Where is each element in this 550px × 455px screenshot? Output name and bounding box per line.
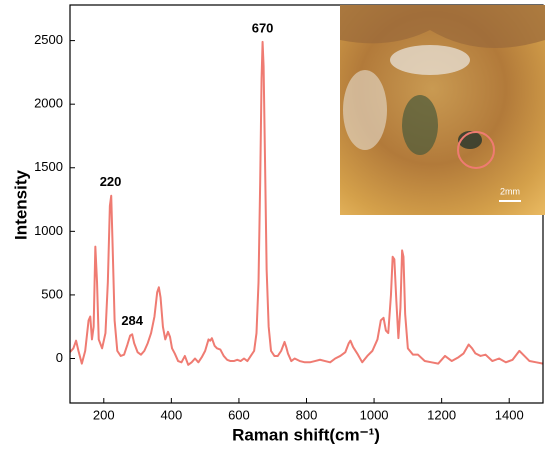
inset-scale-label: 2mm [500, 186, 520, 196]
spectrum-line [69, 40, 544, 366]
y-tick-label: 2000 [34, 96, 63, 111]
y-tick-label: 500 [41, 286, 63, 301]
inset-crystal [343, 70, 387, 150]
y-tick-label: 1500 [34, 159, 63, 174]
x-tick-label: 1400 [495, 407, 524, 422]
x-tick-label: 800 [296, 407, 318, 422]
x-tick-label: 400 [161, 407, 183, 422]
inset-circle [457, 131, 495, 169]
peak-annotation: 220 [100, 174, 122, 189]
peak-annotation: 284 [121, 313, 143, 328]
x-axis-title: Raman shift(cm⁻¹) [232, 425, 380, 444]
inset-mineral [402, 95, 438, 155]
inset-photo: 2mm [340, 5, 545, 215]
x-tick-label: 1000 [360, 407, 389, 422]
x-tick-label: 1200 [427, 407, 456, 422]
x-tick-label: 600 [228, 407, 250, 422]
y-tick-label: 0 [56, 350, 63, 365]
inset-crystal [390, 45, 470, 75]
y-tick-label: 2500 [34, 32, 63, 47]
y-axis-title: Intensity [11, 170, 30, 240]
x-tick-label: 200 [93, 407, 115, 422]
inset-shadow [340, 5, 545, 48]
peak-annotation: 670 [252, 20, 274, 35]
y-tick-label: 1000 [34, 223, 63, 238]
